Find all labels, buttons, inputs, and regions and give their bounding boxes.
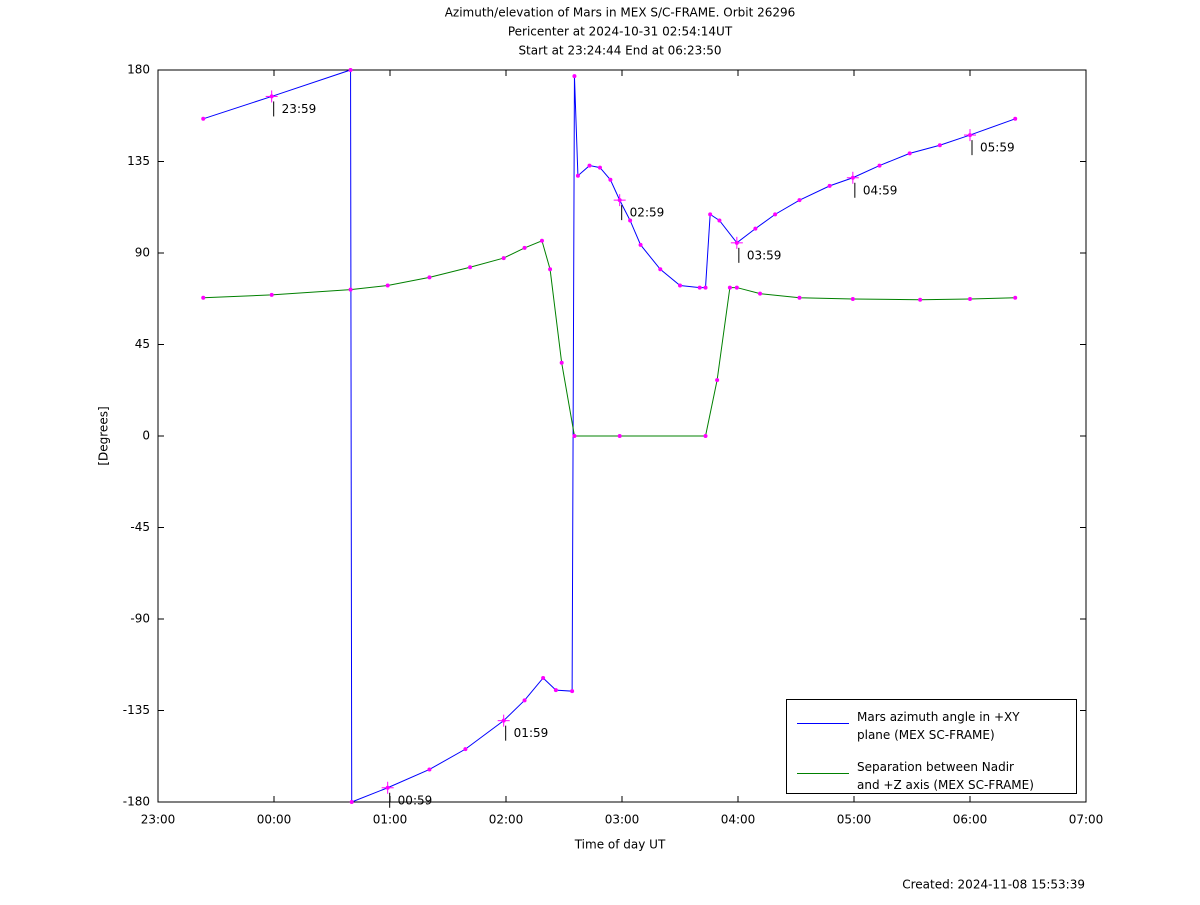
x-tick-label: 07:00 — [1069, 813, 1104, 827]
data-point — [463, 747, 468, 752]
data-point — [587, 163, 592, 168]
data-point — [548, 267, 553, 272]
chart-title: Azimuth/elevation of Mars in MEX S/C-FRA… — [445, 6, 796, 20]
data-point — [201, 116, 206, 121]
annotation-text: 02:59 — [630, 206, 665, 220]
data-point — [773, 212, 778, 217]
x-tick-label: 06:00 — [953, 813, 988, 827]
data-point — [797, 198, 802, 203]
y-tick-label: -135 — [123, 703, 150, 717]
data-point — [522, 245, 527, 250]
annotation-text: 03:59 — [747, 248, 782, 262]
annotation-text: 01:59 — [514, 726, 549, 740]
data-point — [570, 689, 575, 694]
data-point — [553, 688, 558, 693]
series-line — [203, 240, 1016, 437]
data-point — [385, 283, 390, 288]
chart-subtitle: Pericenter at 2024-10-31 02:54:14UT — [508, 25, 733, 39]
y-tick-label: 0 — [142, 429, 150, 443]
data-point — [348, 68, 353, 72]
data-point — [1013, 116, 1018, 121]
y-tick-label: -90 — [130, 612, 150, 626]
annotation-text: 05:59 — [980, 141, 1015, 155]
data-point — [427, 275, 432, 280]
footnote: Created: 2024-11-08 15:53:39 — [902, 878, 1085, 892]
x-axis-label: Time of day UT — [574, 838, 666, 852]
data-point — [850, 296, 855, 301]
data-point — [541, 675, 546, 680]
data-point — [1013, 295, 1018, 300]
data-point — [201, 295, 206, 300]
x-tick-label: 23:00 — [141, 813, 176, 827]
data-point — [575, 173, 580, 178]
data-point — [269, 292, 274, 297]
data-point — [617, 434, 622, 438]
x-tick-label: 03:00 — [605, 813, 640, 827]
data-point — [734, 285, 739, 290]
data-point — [715, 378, 720, 383]
data-point — [572, 74, 577, 79]
data-point — [797, 295, 802, 300]
data-point — [522, 698, 527, 703]
data-point — [427, 767, 432, 772]
data-point — [539, 238, 544, 243]
legend-label: Mars azimuth angle in +XY plane (MEX SC-… — [857, 710, 1020, 742]
data-point — [678, 283, 682, 288]
data-point — [877, 163, 882, 168]
annotation-text: 04:59 — [863, 183, 898, 197]
legend-swatch — [797, 773, 849, 774]
legend: Mars azimuth angle in +XY plane (MEX SC-… — [786, 699, 1077, 794]
data-point — [658, 267, 663, 272]
y-tick-label: 90 — [135, 246, 150, 260]
x-tick-label: 04:00 — [721, 813, 756, 827]
y-tick-label: 45 — [135, 337, 150, 351]
data-point — [597, 165, 602, 170]
annotation-text: 23:59 — [282, 102, 317, 116]
data-point — [572, 434, 577, 438]
data-point — [501, 256, 506, 261]
chart-subtitle: Start at 23:24:44 End at 06:23:50 — [518, 44, 721, 58]
data-point — [559, 360, 564, 365]
data-point — [703, 285, 708, 290]
data-point — [717, 218, 722, 223]
data-point — [918, 297, 923, 302]
y-tick-label: 180 — [127, 63, 150, 77]
data-point — [937, 143, 942, 148]
x-tick-label: 01:00 — [373, 813, 408, 827]
data-point — [468, 265, 473, 270]
legend-swatch — [797, 723, 849, 724]
data-point — [703, 434, 708, 438]
x-tick-label: 05:00 — [837, 813, 872, 827]
data-point — [628, 218, 633, 223]
data-point — [348, 287, 353, 292]
data-point — [727, 285, 732, 290]
data-point — [608, 177, 613, 182]
annotation-text: 00:59 — [398, 793, 433, 807]
data-point — [697, 285, 702, 290]
data-point — [638, 242, 643, 247]
data-point — [827, 183, 832, 188]
data-point — [708, 212, 713, 217]
data-point — [758, 291, 763, 296]
data-point — [753, 226, 758, 231]
y-tick-label: 135 — [127, 154, 150, 168]
y-tick-label: -180 — [123, 795, 150, 809]
y-axis-label: [Degrees] — [97, 406, 111, 465]
data-point — [968, 296, 972, 301]
legend-label: Separation between Nadir and +Z axis (ME… — [857, 760, 1034, 792]
x-tick-label: 02:00 — [489, 813, 524, 827]
data-point — [907, 151, 912, 156]
data-point — [349, 800, 354, 804]
x-tick-label: 00:00 — [257, 813, 292, 827]
y-tick-label: -45 — [130, 520, 150, 534]
